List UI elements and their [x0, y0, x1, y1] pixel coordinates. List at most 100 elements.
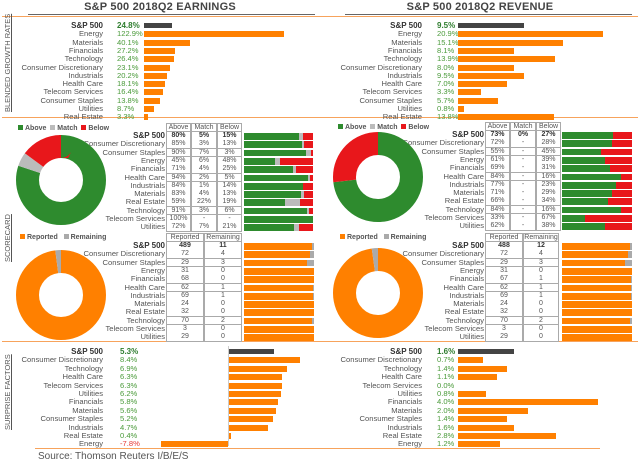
- revenue-scorecard-cell-match: -: [510, 164, 536, 173]
- revenue-surprise-value-label: 0.8%: [437, 389, 455, 398]
- revenue-reported-bar-remaining: [630, 243, 632, 250]
- revenue-scorecard-row-label: S&P 500: [452, 130, 484, 139]
- earnings-scorecard-cell-below: 25%: [217, 165, 242, 174]
- earnings-surprise-bar: [228, 424, 269, 431]
- earnings-surprise-value-label: 6.3%: [120, 380, 138, 390]
- revenue-scorecard-slice-below: [333, 132, 423, 222]
- earnings-reported-bar-reported: [244, 276, 314, 283]
- earnings-surprise-category-label: Consumer Discretionary: [21, 355, 103, 365]
- revenue-surprise-bar: [458, 349, 514, 354]
- earnings-scorecard-row-label: Consumer Discretionary: [83, 139, 165, 149]
- revenue-growth-bar: [458, 97, 498, 104]
- revenue-reported-row-label: Energy: [459, 265, 484, 275]
- earnings-scorecard-header-above: Above: [166, 123, 191, 132]
- earnings-growth-value-label: 27.2%: [117, 45, 139, 55]
- earnings-scorecard-row-label: Industrials: [130, 180, 165, 190]
- earnings-scorecard-bar-above: [244, 166, 293, 173]
- earnings-growth-category-label: S&P 500: [71, 21, 103, 30]
- revenue-scorecard-cell-above: 69%: [485, 164, 510, 173]
- earnings-scorecard-bar-match: [292, 166, 296, 173]
- earnings-reported-bar-remaining: [313, 292, 314, 300]
- earnings-scorecard-legend: Above Match Below: [18, 125, 109, 132]
- earnings-surprise-bar: [228, 365, 288, 372]
- earnings-scorecard-row-label: Technology: [126, 205, 165, 215]
- match-swatch: [50, 125, 56, 130]
- revenue-reported-bar-remaining: [630, 284, 632, 292]
- earnings-scorecard-bar-match: [301, 191, 305, 198]
- revenue-growth-bar: [458, 23, 525, 28]
- earnings-scorecard-cell-match: 3%: [191, 206, 217, 216]
- revenue-reported-cell-reported: 29: [485, 333, 523, 343]
- earnings-scorecard-bar-below: [303, 182, 313, 190]
- earnings-scorecard-bar-match: [275, 157, 280, 165]
- earnings-growth-bar: [144, 81, 165, 88]
- earnings-scorecard-bar-below: [279, 157, 313, 165]
- revenue-reported-row-label: Real Estate: [444, 307, 484, 317]
- legend-reported: Reported: [27, 234, 58, 241]
- legend-reported: Reported: [347, 234, 378, 241]
- earnings-scorecard-cell-match: 7%: [191, 223, 217, 233]
- earnings-surprise-value-label: 8.4%: [120, 355, 138, 365]
- revenue-scorecard-bar-below: [620, 206, 632, 214]
- revenue-growth-category-label: Health Care: [381, 79, 422, 89]
- above-swatch: [338, 124, 343, 129]
- earnings-growth-bar: [144, 64, 171, 71]
- legend-match: Match: [377, 124, 398, 131]
- earnings-surprise-bar: [228, 349, 274, 354]
- revenue-reported-row-label: S&P 500: [452, 241, 484, 250]
- revenue-surprise-bar: [458, 441, 500, 448]
- earnings-reported-bar-remaining: [310, 251, 314, 259]
- earnings-scorecard-row-label: Energy: [140, 155, 165, 165]
- earnings-surprise-bar: [228, 407, 277, 414]
- revenue-reported-bar-reported: [562, 292, 631, 300]
- revenue-scorecard-header-match: Match: [510, 122, 536, 131]
- revenue-reported-cell-reported: 67: [485, 275, 523, 284]
- revenue-scorecard-bar-below: [615, 181, 632, 189]
- revenue-growth-category-label: S&P 500: [390, 21, 422, 30]
- earnings-reported-row-label: Consumer Staples: [102, 257, 165, 267]
- revenue-growth-value-label: 15.1%: [437, 37, 459, 47]
- revenue-reported-row-label: Materials: [453, 299, 484, 309]
- revenue-scorecard-header-above: Above: [485, 122, 510, 131]
- revenue-scorecard-cell-above: 62%: [485, 222, 510, 232]
- earnings-surprise-category-label: Energy: [78, 439, 103, 449]
- revenue-surprise-bar: [458, 357, 483, 364]
- earnings-surprise-category-label: Real Estate: [63, 431, 103, 440]
- earnings-scorecard-cell-above: 71%: [166, 165, 191, 174]
- earnings-reported-row-label: Materials: [134, 299, 165, 309]
- earnings-title: S&P 500 2018Q2 EARNINGS: [84, 1, 236, 13]
- earnings-surprise-value-label: -7.8%: [120, 439, 140, 449]
- earnings-scorecard-bar-match: [302, 182, 304, 190]
- earnings-scorecard-row-label: Telecom Services: [105, 214, 165, 223]
- earnings-scorecard-bar-below: [308, 207, 313, 215]
- revenue-growth-value-label: 5.7%: [437, 95, 455, 105]
- earnings-scorecard-header-match: Match: [191, 123, 217, 132]
- revenue-scorecard-row-label: Materials: [453, 188, 484, 198]
- revenue-growth-bar: [458, 114, 554, 121]
- legend-below: Below: [88, 125, 110, 132]
- earnings-growth-value-label: 24.8%: [117, 21, 140, 30]
- earnings-scorecard-row-label: Health Care: [124, 172, 165, 182]
- revenue-scorecard-bar-above: [562, 165, 611, 172]
- divider: [2, 117, 638, 118]
- earnings-reported-row-label: Utilities: [140, 332, 165, 342]
- earnings-growth-value-label: 13.8%: [117, 95, 139, 105]
- earnings-scorecard-bar-match: [284, 199, 300, 207]
- revenue-growth-bar: [458, 89, 481, 96]
- earnings-reported-cell-remaining: 0: [204, 275, 242, 284]
- revenue-scorecard-bar-above: [562, 181, 616, 189]
- earnings-growth-value-label: 18.1%: [117, 79, 139, 89]
- earnings-reported-bar-reported: [244, 251, 311, 259]
- earnings-growth-category-label: Consumer Discretionary: [21, 62, 103, 72]
- earnings-scorecard-cell-above: 72%: [166, 223, 191, 233]
- revenue-reported-cell-remaining: 1: [523, 275, 559, 284]
- earnings-surprise-bar: [228, 416, 273, 423]
- divider: [2, 341, 638, 342]
- revenue-scorecard-cell-above: 84%: [485, 205, 510, 215]
- revenue-surprise-category-label: Materials: [391, 405, 422, 415]
- earnings-reported-cell-reported: 29: [166, 333, 204, 343]
- earnings-scorecard-cell-below: 6%: [217, 206, 242, 216]
- revenue-reported-bar-reported: [562, 317, 631, 325]
- earnings-reported-bar-reported: [244, 267, 314, 275]
- earnings-scorecard-row-label: S&P 500: [133, 131, 165, 140]
